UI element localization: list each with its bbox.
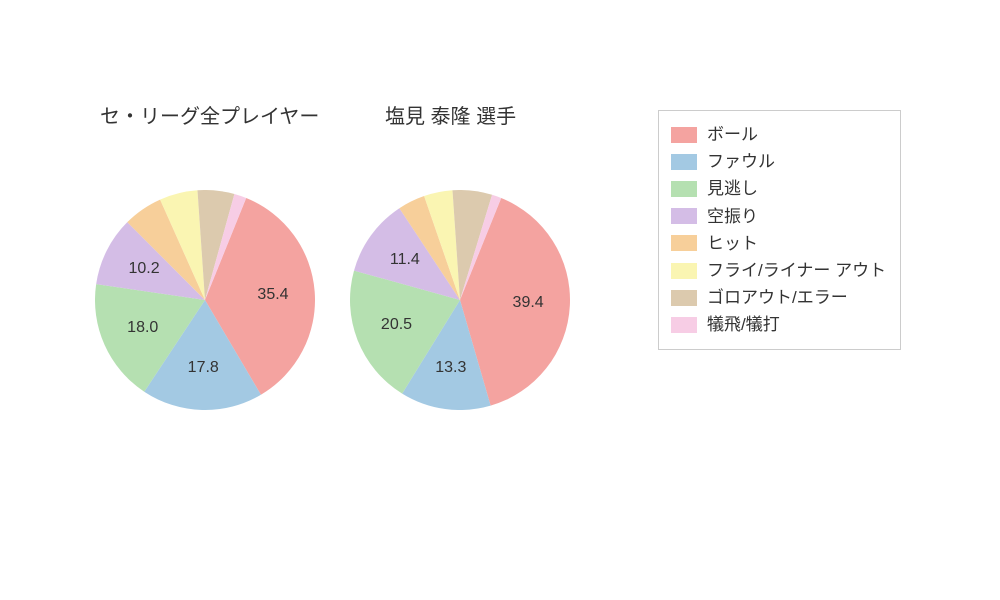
pie-slice-label: 13.3 [435, 359, 466, 377]
legend-label: 犠飛/犠打 [707, 311, 780, 338]
legend-swatch [671, 317, 697, 333]
chart-container: セ・リーグ全プレイヤー 塩見 泰隆 選手 35.4 17.8 18.0 10.2 39… [0, 0, 1000, 600]
legend-item: ゴロアウト/エラー [671, 284, 886, 311]
pie-slice-label: 35.4 [257, 286, 288, 304]
pie-slice-label: 11.4 [390, 251, 420, 269]
legend-label: ゴロアウト/エラー [707, 284, 848, 311]
pie-slice-label: 17.8 [188, 359, 219, 377]
legend-item: 空振り [671, 203, 886, 230]
legend-swatch [671, 127, 697, 143]
legend-label: ヒット [707, 230, 758, 257]
pie-chart-player: 39.4 13.3 20.5 11.4 [350, 190, 570, 410]
legend-item: ボール [671, 121, 886, 148]
legend-swatch [671, 208, 697, 224]
legend-label: 見逃し [707, 175, 758, 202]
legend-swatch [671, 290, 697, 306]
legend-item: ファウル [671, 148, 886, 175]
legend: ボールファウル見逃し空振りヒットフライ/ライナー アウトゴロアウト/エラー犠飛/… [658, 110, 901, 350]
pie-slice-label: 39.4 [513, 294, 544, 312]
legend-item: ヒット [671, 230, 886, 257]
legend-label: フライ/ライナー アウト [707, 257, 886, 284]
legend-swatch [671, 235, 697, 251]
legend-item: フライ/ライナー アウト [671, 257, 886, 284]
legend-label: 空振り [707, 203, 758, 230]
pie-slice-label: 10.2 [128, 260, 159, 278]
legend-item: 見逃し [671, 175, 886, 202]
legend-label: ボール [707, 121, 758, 148]
legend-label: ファウル [707, 148, 775, 175]
legend-item: 犠飛/犠打 [671, 311, 886, 338]
pie-slice-label: 18.0 [127, 319, 158, 337]
pie-title-player: 塩見 泰隆 選手 [385, 100, 516, 129]
pie-chart-league: 35.4 17.8 18.0 10.2 [95, 190, 315, 410]
legend-swatch [671, 181, 697, 197]
legend-swatch [671, 154, 697, 170]
legend-swatch [671, 263, 697, 279]
pie-slice-label: 20.5 [381, 316, 412, 334]
pie-title-league: セ・リーグ全プレイヤー [100, 100, 319, 129]
